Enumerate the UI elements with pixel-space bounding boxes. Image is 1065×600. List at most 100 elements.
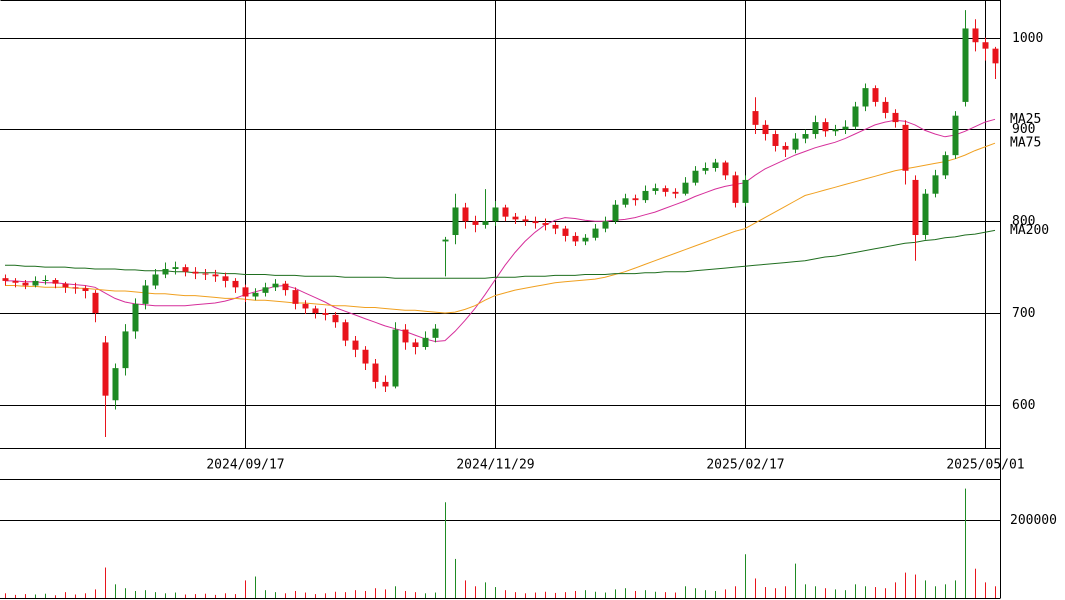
volume-bar [65, 592, 66, 598]
candle-body [122, 331, 129, 369]
volume-bar [915, 574, 916, 598]
volume-bar [745, 554, 746, 598]
candle-body [452, 207, 459, 236]
volume-bar [895, 582, 896, 598]
volume-bar [95, 589, 96, 598]
volume-bar [495, 587, 496, 598]
volume-bar [555, 592, 556, 598]
candle-body [412, 342, 419, 348]
candle-body [232, 280, 239, 288]
volume-bar [175, 592, 176, 598]
volume-bar [375, 588, 376, 598]
moving-average-line [5, 118, 996, 343]
candle-body [532, 221, 539, 224]
volume-bar [245, 580, 246, 598]
candle-body [22, 282, 29, 286]
volume-bar [785, 586, 786, 598]
volume-bar [635, 590, 636, 598]
candle-body [252, 292, 259, 297]
candle-body [512, 216, 519, 220]
series-label: MA200 [1010, 223, 1049, 238]
volume-bar [975, 568, 976, 598]
candle-body [12, 280, 19, 283]
volume-bar [945, 584, 946, 598]
x-tick-label: 2025/05/01 [946, 458, 1024, 473]
volume-bar [165, 593, 166, 598]
candle-body [492, 207, 499, 222]
candle-body [842, 126, 849, 130]
volume-bar [625, 588, 626, 598]
candle-body [222, 276, 229, 281]
candle-body [812, 122, 819, 135]
candle-body [952, 115, 959, 156]
x-tick-label: 2024/11/29 [456, 458, 534, 473]
volume-bar [655, 591, 656, 598]
volume-bar [585, 590, 586, 598]
volume-bar [855, 584, 856, 598]
volume-bar [755, 578, 756, 598]
volume-bar [135, 590, 136, 598]
candle-body [62, 283, 69, 288]
candle-body [302, 303, 309, 309]
volume-bar [425, 593, 426, 598]
volume-bar [535, 592, 536, 598]
volume-bar [675, 592, 676, 598]
candle-body [592, 228, 599, 238]
candle-body [922, 193, 929, 236]
volume-bar [75, 594, 76, 598]
x-tick-label: 2025/02/17 [706, 458, 784, 473]
volume-bar [475, 586, 476, 598]
volume-bar [735, 586, 736, 598]
volume-bar [545, 591, 546, 598]
candle-body [402, 329, 409, 343]
volume-bar [345, 592, 346, 598]
volume-bar [45, 593, 46, 598]
candle-body [262, 287, 269, 293]
volume-bar [445, 502, 446, 598]
candle-body [822, 122, 829, 132]
candle-body [752, 111, 759, 125]
candle-body [342, 322, 349, 341]
volume-bar [575, 590, 576, 598]
candle-body [282, 283, 289, 291]
volume-bar [905, 572, 906, 598]
candle-body [582, 237, 589, 242]
volume-bar [515, 592, 516, 598]
volume-bar [935, 586, 936, 598]
candle-body [782, 145, 789, 150]
y-tick-label: 1000 [1012, 31, 1043, 46]
candle-body [792, 138, 799, 150]
volume-bar [595, 591, 596, 598]
candle-body [572, 235, 579, 242]
candle-body [442, 239, 449, 242]
candle-body [392, 329, 399, 387]
volume-bar [565, 592, 566, 598]
volume-bar [715, 590, 716, 598]
volume-bar [505, 590, 506, 598]
candle-body [472, 221, 479, 225]
volume-bar [415, 592, 416, 598]
volume-bar [955, 580, 956, 598]
candle-body [92, 292, 99, 314]
volume-bar [255, 576, 256, 598]
candle-body [542, 223, 549, 225]
candle-body [892, 112, 899, 123]
moving-average-line [5, 229, 996, 279]
volume-bar [25, 594, 26, 598]
candle-body [992, 48, 999, 64]
candle-body [152, 274, 159, 286]
volume-bar [215, 594, 216, 598]
candle-body [202, 273, 209, 275]
candle-body [272, 283, 279, 288]
candle-body [662, 188, 669, 192]
volume-bar [435, 592, 436, 598]
candle-body [862, 88, 869, 107]
y-tick-label: 800 [1012, 214, 1035, 229]
volume-bar [225, 593, 226, 598]
volume-bar [145, 590, 146, 598]
volume-bar [765, 587, 766, 598]
candle-body [972, 28, 979, 43]
candle-body [962, 28, 969, 102]
